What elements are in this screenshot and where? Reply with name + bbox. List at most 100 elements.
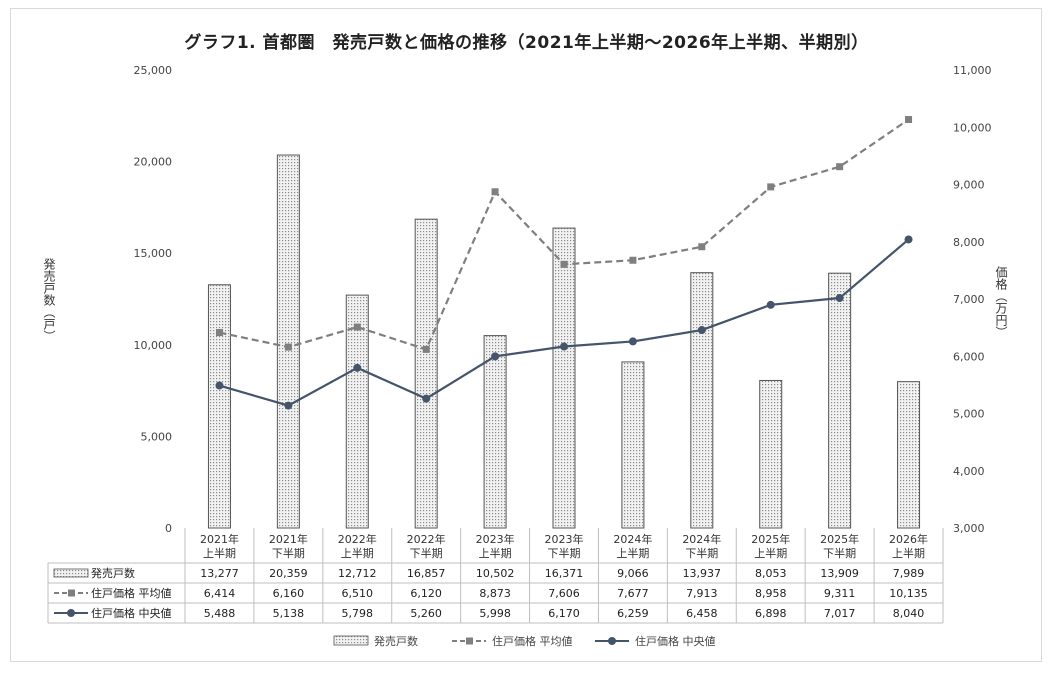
bar [759, 379, 783, 529]
table-cell: 13,277 [200, 567, 239, 580]
table-row-label: 住戸価格 中央値 [91, 606, 172, 620]
bar [690, 272, 714, 529]
category-label: 2022年 [338, 532, 377, 546]
y-left-tick-label: 10,000 [134, 339, 173, 352]
median-price-point [215, 381, 224, 390]
average-price-point [698, 243, 706, 251]
median-price-point [697, 326, 706, 335]
table-cell: 6,160 [273, 587, 305, 600]
y-axis-left-label: 発売戸数（戸） [42, 258, 56, 342]
bar [621, 361, 645, 529]
table-cell: 12,712 [338, 567, 377, 580]
y-right-tick-label: 7,000 [953, 293, 985, 306]
category-label: 上半期 [203, 546, 236, 560]
table-cell: 9,066 [617, 567, 649, 580]
y-right-tick-label: 5,000 [953, 408, 985, 421]
median-price-point [422, 394, 431, 403]
bar [207, 284, 231, 529]
chart-frame [10, 8, 1042, 662]
table-cell: 5,488 [204, 607, 236, 620]
average-price-point [422, 345, 430, 353]
category-label: 2023年 [545, 532, 584, 546]
category-label: 2025年 [751, 532, 790, 546]
table-cell: 8,040 [893, 607, 925, 620]
y-axis-right-label: 価格（万円） [994, 266, 1008, 338]
average-price-point [560, 260, 568, 268]
category-label: 2024年 [613, 532, 652, 546]
table-cell: 7,017 [824, 607, 856, 620]
bar [276, 154, 300, 529]
table-cell: 16,857 [407, 567, 446, 580]
table-cell: 8,053 [755, 567, 787, 580]
y-right-tick-label: 10,000 [953, 121, 992, 134]
y-left-tick-label: 20,000 [134, 156, 173, 169]
bar [828, 272, 852, 529]
category-label: 上半期 [479, 546, 512, 560]
y-right-tick-label: 9,000 [953, 179, 985, 192]
table-cell: 7,606 [548, 587, 580, 600]
median-price-point [560, 342, 568, 351]
table-key-bar [53, 568, 89, 578]
table-cell: 7,913 [686, 587, 718, 600]
table-cell: 5,260 [410, 607, 442, 620]
average-price-point [767, 183, 775, 191]
table-cell: 10,502 [476, 567, 515, 580]
category-label: 2022年 [407, 532, 446, 546]
table-cell: 5,998 [479, 607, 511, 620]
table-key-average-marker [68, 589, 75, 597]
median-price-point [835, 294, 844, 303]
table-cell: 7,989 [893, 567, 925, 580]
average-price-point [353, 323, 361, 331]
average-price-point [905, 116, 913, 124]
table-key-median-marker [67, 609, 75, 617]
bar [897, 381, 921, 529]
y-right-tick-label: 8,000 [953, 236, 985, 249]
legend-key-median-marker [608, 637, 616, 645]
median-price-point [628, 337, 637, 346]
data-table: 2021年上半期2021年下半期2022年上半期2022年下半期2023年上半期… [47, 528, 944, 624]
average-price-point [215, 329, 223, 337]
legend-key-bar [333, 635, 369, 646]
table-cell: 10,135 [889, 587, 928, 600]
category-label: 2021年 [269, 532, 308, 546]
y-left-tick-label: 5,000 [141, 430, 173, 443]
table-cell: 13,937 [683, 567, 722, 580]
table-cell: 13,909 [820, 567, 859, 580]
table-cell: 9,311 [824, 587, 856, 600]
category-label: 2021年 [200, 532, 239, 546]
legend-label: 発売戸数 [374, 634, 418, 648]
bar [483, 335, 507, 529]
category-label: 2025年 [820, 532, 859, 546]
table-cell: 6,259 [617, 607, 649, 620]
y-left-tick-label: 25,000 [134, 64, 173, 77]
table-cell: 6,414 [204, 587, 236, 600]
table-cell: 5,138 [273, 607, 305, 620]
average-price-point [836, 163, 844, 171]
axes: 0 5,000 10,000 15,000 20,000 25,000 3,000 4,000… [134, 64, 992, 535]
category-label: 下半期 [685, 546, 718, 560]
bar [414, 218, 438, 529]
median-price-point [353, 363, 362, 372]
table-cell: 8,958 [755, 587, 787, 600]
median-price-point [766, 300, 775, 309]
category-label: 上半期 [892, 546, 925, 560]
average-price-point [491, 188, 499, 196]
table-row-label: 発売戸数 [91, 566, 135, 580]
table-cell: 8,873 [479, 587, 511, 600]
category-label: 下半期 [272, 546, 305, 560]
table-cell: 6,120 [410, 587, 442, 600]
y-left-tick-label: 15,000 [134, 247, 173, 260]
average-price-point [629, 256, 637, 264]
category-label: 下半期 [823, 546, 856, 560]
table-cell: 6,170 [548, 607, 580, 620]
y-right-tick-label: 4,000 [953, 465, 985, 478]
category-label: 上半期 [754, 546, 787, 560]
line-series [215, 116, 913, 410]
category-label: 下半期 [410, 546, 443, 560]
bar [345, 294, 369, 529]
category-label: 2023年 [476, 532, 515, 546]
table-cell: 6,510 [342, 587, 374, 600]
table-cell: 5,798 [342, 607, 374, 620]
legend-label: 住戸価格 平均値 [492, 634, 573, 648]
